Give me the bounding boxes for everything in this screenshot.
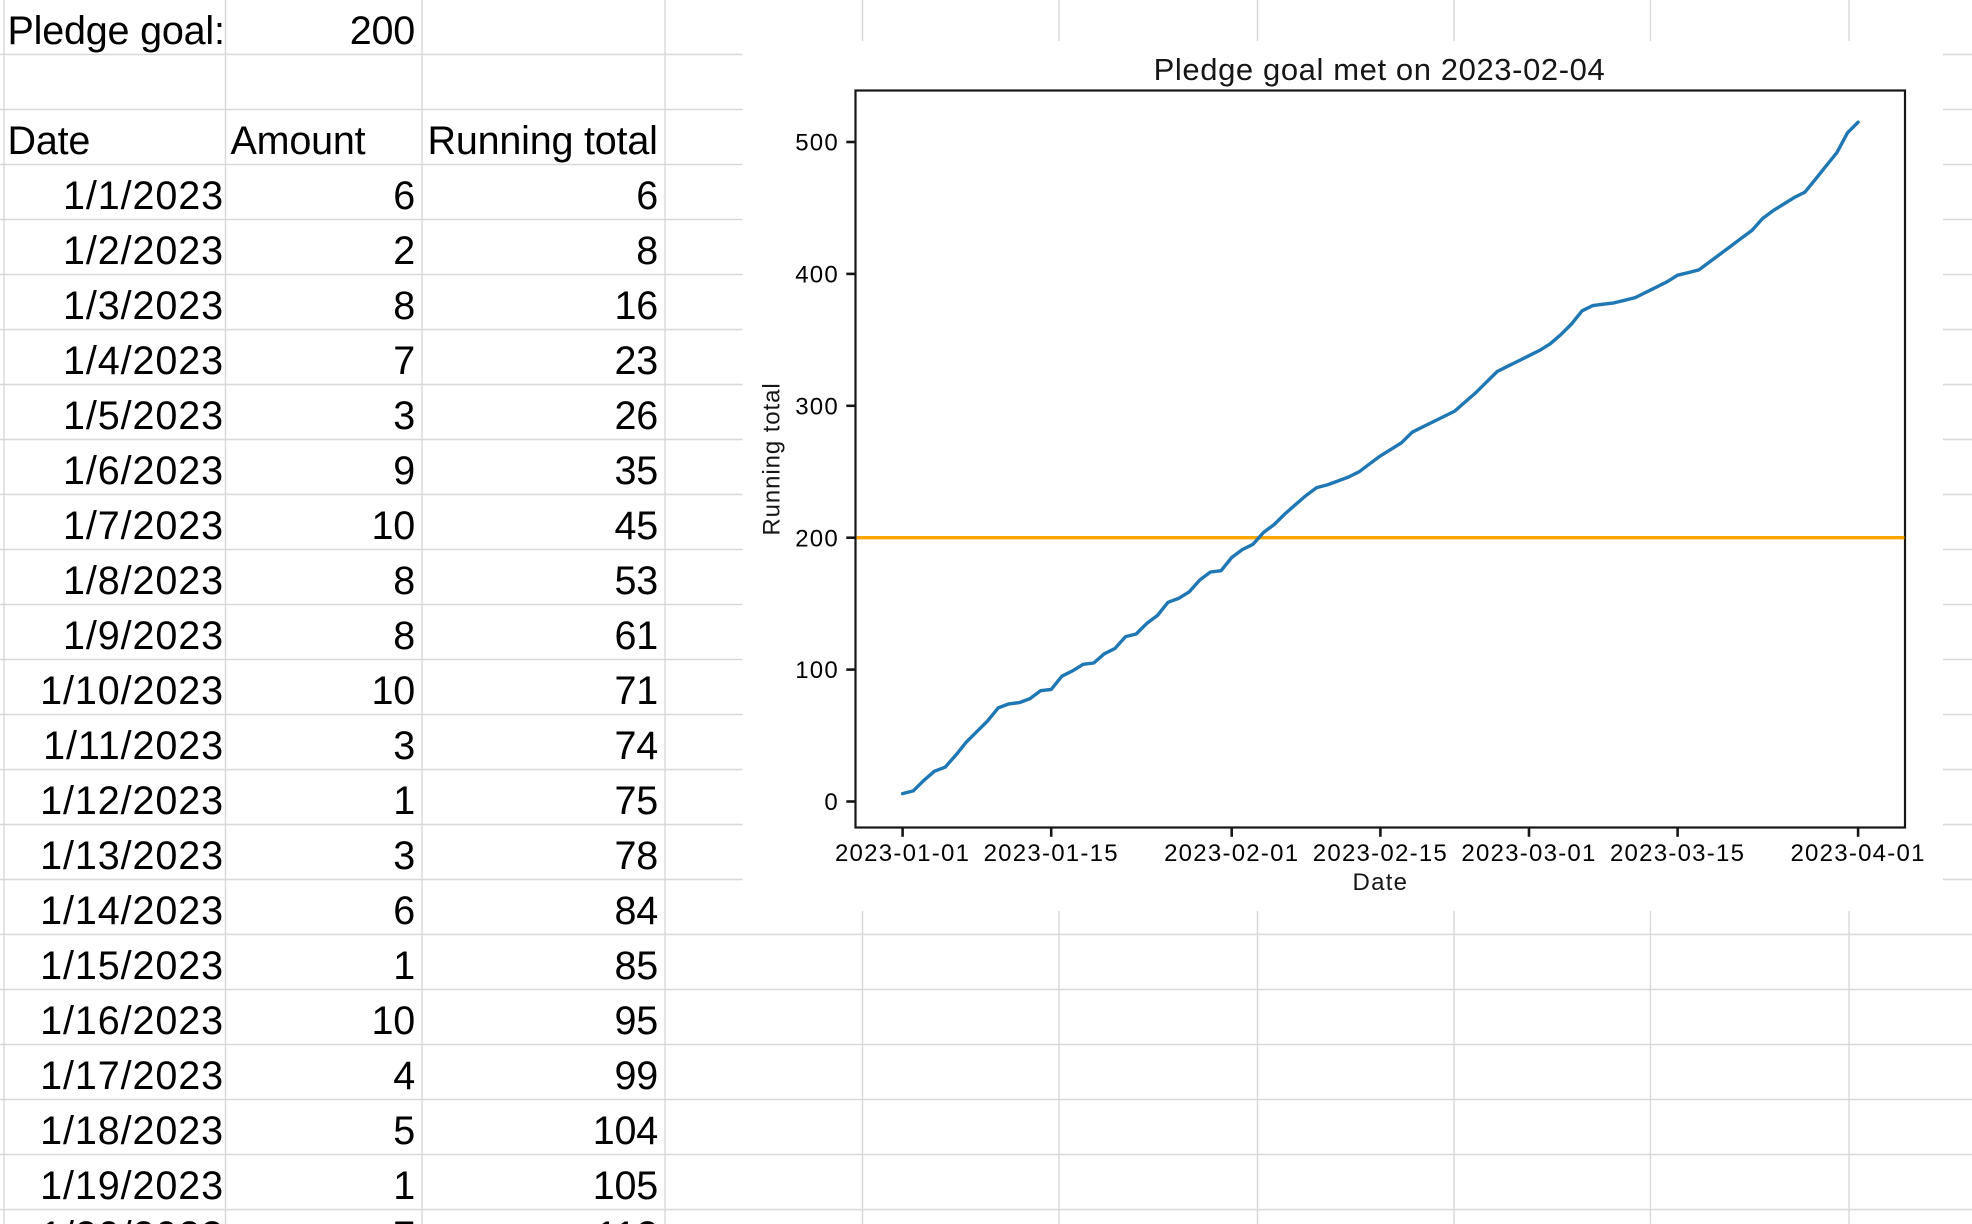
svg-text:200: 200 xyxy=(795,525,839,552)
svg-text:2023-04-01: 2023-04-01 xyxy=(1790,840,1925,867)
svg-text:10: 10 xyxy=(371,669,415,713)
svg-text:1/19/2023: 1/19/2023 xyxy=(40,1164,224,1208)
svg-text:1/18/2023: 1/18/2023 xyxy=(40,1109,224,1153)
svg-text:Date: Date xyxy=(8,119,91,163)
svg-text:2023-01-01: 2023-01-01 xyxy=(835,840,970,867)
svg-text:Running total: Running total xyxy=(759,382,786,535)
svg-text:8: 8 xyxy=(393,614,415,658)
svg-text:95: 95 xyxy=(614,999,658,1043)
svg-text:1: 1 xyxy=(393,944,415,988)
svg-text:6: 6 xyxy=(393,174,415,218)
svg-text:78: 78 xyxy=(614,834,658,878)
svg-text:26: 26 xyxy=(614,394,658,438)
svg-text:2023-01-15: 2023-01-15 xyxy=(984,840,1119,867)
svg-text:1/16/2023: 1/16/2023 xyxy=(40,999,224,1043)
svg-text:2023-02-01: 2023-02-01 xyxy=(1164,840,1299,867)
svg-text:Date: Date xyxy=(1353,869,1409,896)
svg-text:85: 85 xyxy=(614,944,658,988)
svg-text:1/2/2023: 1/2/2023 xyxy=(63,229,224,273)
svg-text:1/3/2023: 1/3/2023 xyxy=(63,284,224,328)
svg-text:8: 8 xyxy=(393,284,415,328)
svg-text:1/14/2023: 1/14/2023 xyxy=(40,889,224,933)
svg-text:1/4/2023: 1/4/2023 xyxy=(63,339,224,383)
svg-text:400: 400 xyxy=(795,262,839,289)
svg-text:Running total: Running total xyxy=(428,119,658,163)
svg-text:1: 1 xyxy=(393,1164,415,1208)
svg-text:6: 6 xyxy=(393,889,415,933)
svg-text:53: 53 xyxy=(614,559,658,603)
svg-text:1/17/2023: 1/17/2023 xyxy=(40,1054,224,1098)
svg-text:2023-03-01: 2023-03-01 xyxy=(1461,840,1596,867)
svg-text:16: 16 xyxy=(614,284,658,328)
svg-text:0: 0 xyxy=(824,789,839,816)
svg-text:1/13/2023: 1/13/2023 xyxy=(40,834,224,878)
svg-text:99: 99 xyxy=(614,1054,658,1098)
svg-text:1/12/2023: 1/12/2023 xyxy=(40,779,224,823)
svg-text:1/20/2023: 1/20/2023 xyxy=(40,1214,224,1224)
svg-text:9: 9 xyxy=(393,449,415,493)
svg-text:8: 8 xyxy=(393,559,415,603)
svg-text:1/7/2023: 1/7/2023 xyxy=(63,504,224,548)
svg-text:2: 2 xyxy=(393,229,415,273)
svg-text:3: 3 xyxy=(393,834,415,878)
svg-text:84: 84 xyxy=(614,889,658,933)
svg-text:8: 8 xyxy=(636,229,658,273)
svg-text:45: 45 xyxy=(614,504,658,548)
svg-text:Pledge goal met on 2023-02-04: Pledge goal met on 2023-02-04 xyxy=(1154,52,1606,87)
svg-text:61: 61 xyxy=(614,614,658,658)
svg-text:1: 1 xyxy=(393,779,415,823)
svg-text:7: 7 xyxy=(393,1214,415,1224)
svg-text:2023-02-15: 2023-02-15 xyxy=(1313,840,1448,867)
svg-text:6: 6 xyxy=(636,174,658,218)
svg-text:3: 3 xyxy=(393,394,415,438)
svg-text:500: 500 xyxy=(795,130,839,157)
svg-text:71: 71 xyxy=(614,669,658,713)
svg-text:4: 4 xyxy=(393,1054,415,1098)
svg-text:112: 112 xyxy=(596,1214,658,1224)
svg-text:1/8/2023: 1/8/2023 xyxy=(63,559,224,603)
svg-text:1/5/2023: 1/5/2023 xyxy=(63,394,224,438)
svg-text:74: 74 xyxy=(614,724,658,768)
svg-text:35: 35 xyxy=(614,449,658,493)
svg-text:10: 10 xyxy=(371,504,415,548)
svg-text:200: 200 xyxy=(350,9,415,53)
svg-text:10: 10 xyxy=(371,999,415,1043)
svg-text:1/1/2023: 1/1/2023 xyxy=(63,174,224,218)
svg-text:23: 23 xyxy=(614,339,658,383)
svg-text:Pledge goal:: Pledge goal: xyxy=(8,9,225,53)
svg-text:1/15/2023: 1/15/2023 xyxy=(40,944,224,988)
svg-text:1/9/2023: 1/9/2023 xyxy=(63,614,224,658)
svg-text:2023-03-15: 2023-03-15 xyxy=(1610,840,1745,867)
svg-text:Amount: Amount xyxy=(231,119,366,163)
svg-text:1/10/2023: 1/10/2023 xyxy=(40,669,224,713)
svg-text:105: 105 xyxy=(593,1164,658,1208)
svg-text:5: 5 xyxy=(393,1109,415,1153)
svg-text:1/6/2023: 1/6/2023 xyxy=(63,449,224,493)
svg-text:104: 104 xyxy=(593,1109,658,1153)
svg-text:3: 3 xyxy=(393,724,415,768)
svg-text:1/11/2023: 1/11/2023 xyxy=(43,724,224,768)
svg-text:75: 75 xyxy=(614,779,658,823)
svg-text:300: 300 xyxy=(795,393,839,420)
svg-text:100: 100 xyxy=(795,657,839,684)
svg-text:7: 7 xyxy=(393,339,415,383)
